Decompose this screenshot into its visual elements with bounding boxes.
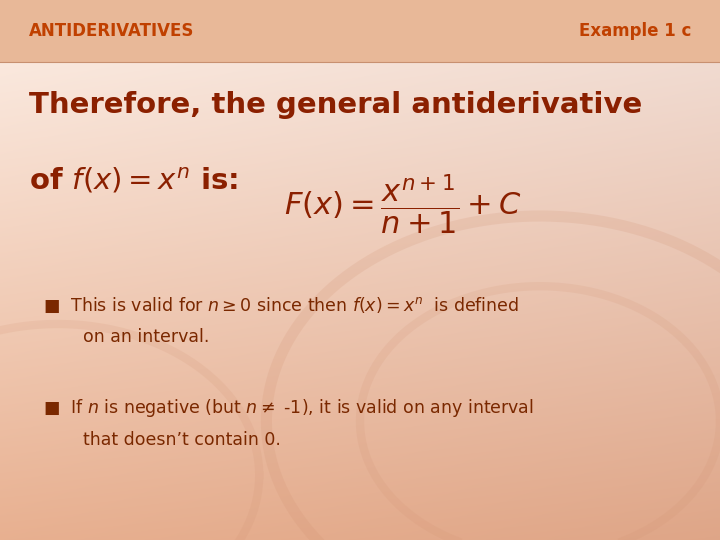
Text: that doesn’t contain 0.: that doesn’t contain 0. xyxy=(83,431,281,449)
Text: ANTIDERIVATIVES: ANTIDERIVATIVES xyxy=(29,22,194,40)
FancyBboxPatch shape xyxy=(0,0,720,62)
Text: ■  If $\mathit{n}$ is negative (but $\mathit{n} \neq$ -1), it is valid on any in: ■ If $\mathit{n}$ is negative (but $\mat… xyxy=(43,397,534,418)
Text: on an interval.: on an interval. xyxy=(83,328,210,347)
Text: Example 1 c: Example 1 c xyxy=(579,22,691,40)
Text: Therefore, the general antiderivative: Therefore, the general antiderivative xyxy=(29,91,642,119)
Text: $F(x) = \dfrac{x^{n+1}}{n+1} + C$: $F(x) = \dfrac{x^{n+1}}{n+1} + C$ xyxy=(284,173,522,237)
Text: ■  This is valid for $\mathit{n} \geq 0$ since then $\mathit{f}(\mathit{x}) = \m: ■ This is valid for $\mathit{n} \geq 0$ … xyxy=(43,295,519,315)
Text: of $\mathit{f}(\mathit{x}) = \mathit{x}^{\mathit{n}}$ is:: of $\mathit{f}(\mathit{x}) = \mathit{x}^… xyxy=(29,166,238,195)
